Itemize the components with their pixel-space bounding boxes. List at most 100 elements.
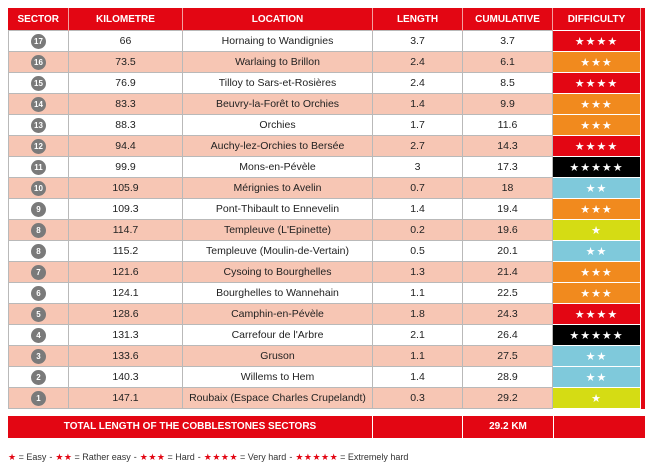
cumulative-cell: 20.1 xyxy=(462,240,553,262)
sector-cell: 5 xyxy=(8,303,69,325)
length-cell: 0.2 xyxy=(372,219,463,241)
legend-stars: ★★★★ xyxy=(203,452,239,462)
kilometre-cell: 105.9 xyxy=(68,177,183,199)
sector-badge: 10 xyxy=(31,180,46,196)
table-row: 17 66 Hornaing to Wandignies 3.7 3.7 ★★★★ xyxy=(8,30,641,52)
sector-cell: 7 xyxy=(8,261,69,283)
sector-badge: 14 xyxy=(31,96,46,112)
difficulty-cell: ★★★★ xyxy=(552,303,641,325)
table-row: 12 94.4 Auchy-lez-Orchies to Bersée 2.7 14.3… xyxy=(8,135,641,157)
table-row: 16 73.5 Warlaing to Brillon 2.4 6.1 ★★★ xyxy=(8,51,641,73)
sector-cell: 17 xyxy=(8,30,69,52)
sector-badge: 15 xyxy=(31,75,46,91)
sector-badge: 11 xyxy=(31,159,46,175)
length-cell: 1.1 xyxy=(372,282,463,304)
location-cell: Warlaing to Brillon xyxy=(182,51,373,73)
location-cell: Beuvry-la-Forêt to Orchies xyxy=(182,93,373,115)
legend-stars: ★★ xyxy=(55,452,73,462)
length-cell: 1.4 xyxy=(372,93,463,115)
location-cell: Templeuve (Moulin-de-Vertain) xyxy=(182,240,373,262)
sector-badge: 6 xyxy=(31,285,46,301)
difficulty-cell: ★★ xyxy=(552,345,641,367)
kilometre-cell: 115.2 xyxy=(68,240,183,262)
sector-cell: 8 xyxy=(8,219,69,241)
location-cell: Mérignies to Avelin xyxy=(182,177,373,199)
sector-badge: 8 xyxy=(31,243,46,259)
sector-cell: 9 xyxy=(8,198,69,220)
cumulative-cell: 8.5 xyxy=(462,72,553,94)
table-row: 15 76.9 Tilloy to Sars-et-Rosières 2.4 8.5 ★★… xyxy=(8,72,641,94)
location-cell: Tilloy to Sars-et-Rosières xyxy=(182,72,373,94)
kilometre-cell: 128.6 xyxy=(68,303,183,325)
kilometre-cell: 131.3 xyxy=(68,324,183,346)
length-cell: 1.3 xyxy=(372,261,463,283)
length-cell: 1.1 xyxy=(372,345,463,367)
cumulative-cell: 28.9 xyxy=(462,366,553,388)
table-row: 8 114.7 Templeuve (L'Epinette) 0.2 19.6 ★ xyxy=(8,219,641,241)
length-cell: 2.1 xyxy=(372,324,463,346)
sector-cell: 8 xyxy=(8,240,69,262)
column-header: DIFFICULTY xyxy=(552,8,641,31)
kilometre-cell: 124.1 xyxy=(68,282,183,304)
location-cell: Camphin-en-Pévèle xyxy=(182,303,373,325)
length-cell: 2.4 xyxy=(372,51,463,73)
legend-separator: - xyxy=(197,452,201,462)
location-cell: Mons-en-Pévèle xyxy=(182,156,373,178)
location-cell: Carrefour de l'Arbre xyxy=(182,324,373,346)
legend-label: = Hard xyxy=(167,452,195,462)
difficulty-cell: ★★★★★ xyxy=(552,156,641,178)
legend-label: = Extremely hard xyxy=(340,452,409,462)
difficulty-cell: ★★★ xyxy=(552,93,641,115)
table-row: 14 83.3 Beuvry-la-Forêt to Orchies 1.4 9.9 ★★… xyxy=(8,93,641,115)
difficulty-cell: ★★★ xyxy=(552,282,641,304)
length-cell: 0.5 xyxy=(372,240,463,262)
difficulty-cell: ★★★ xyxy=(552,261,641,283)
location-cell: Willems to Hem xyxy=(182,366,373,388)
legend-label: = Very hard xyxy=(240,452,287,462)
location-cell: Bourghelles to Wannehain xyxy=(182,282,373,304)
sector-cell: 12 xyxy=(8,135,69,157)
difficulty-cell: ★★★ xyxy=(552,51,641,73)
length-cell: 1.7 xyxy=(372,114,463,136)
sector-cell: 10 xyxy=(8,177,69,199)
table-row: 6 124.1 Bourghelles to Wannehain 1.1 22.5 ★★★ xyxy=(8,282,641,304)
location-cell: Orchies xyxy=(182,114,373,136)
column-header: LENGTH xyxy=(372,8,463,31)
table-body: 17 66 Hornaing to Wandignies 3.7 3.7 ★★★★ 16 73… xyxy=(8,30,641,409)
cumulative-cell: 24.3 xyxy=(462,303,553,325)
cumulative-cell: 18 xyxy=(462,177,553,199)
length-cell: 1.4 xyxy=(372,198,463,220)
table-row: 2 140.3 Willems to Hem 1.4 28.9 ★★ xyxy=(8,366,641,388)
location-cell: Roubaix (Espace Charles Crupelandt) xyxy=(182,387,373,409)
difficulty-cell: ★★ xyxy=(552,240,641,262)
sector-badge: 13 xyxy=(31,117,46,133)
sector-cell: 6 xyxy=(8,282,69,304)
legend-separator: - xyxy=(289,452,293,462)
sector-cell: 11 xyxy=(8,156,69,178)
cumulative-cell: 11.6 xyxy=(462,114,553,136)
location-cell: Auchy-lez-Orchies to Bersée xyxy=(182,135,373,157)
difficulty-cell: ★★★★★ xyxy=(552,324,641,346)
difficulty-cell: ★★ xyxy=(552,366,641,388)
difficulty-cell: ★ xyxy=(552,219,641,241)
kilometre-cell: 88.3 xyxy=(68,114,183,136)
legend-stars: ★★★ xyxy=(139,452,166,462)
difficulty-cell: ★★★ xyxy=(552,114,641,136)
table-row: 9 109.3 Pont-Thibault to Ennevelin 1.4 19.4 ★… xyxy=(8,198,641,220)
kilometre-cell: 76.9 xyxy=(68,72,183,94)
length-cell: 2.4 xyxy=(372,72,463,94)
table-row: 13 88.3 Orchies 1.7 11.6 ★★★ xyxy=(8,114,641,136)
cumulative-cell: 29.2 xyxy=(462,387,553,409)
header-row: SECTOR KILOMETRE LOCATION LENGTH CUMULATIVE D… xyxy=(8,8,641,31)
column-header: KILOMETRE xyxy=(68,8,183,31)
location-cell: Cysoing to Bourghelles xyxy=(182,261,373,283)
length-cell: 0.7 xyxy=(372,177,463,199)
cumulative-cell: 9.9 xyxy=(462,93,553,115)
sector-badge: 2 xyxy=(31,369,46,385)
location-cell: Pont-Thibault to Ennevelin xyxy=(182,198,373,220)
sector-badge: 12 xyxy=(31,138,46,154)
legend-separator: - xyxy=(49,452,53,462)
kilometre-cell: 66 xyxy=(68,30,183,52)
cumulative-cell: 14.3 xyxy=(462,135,553,157)
